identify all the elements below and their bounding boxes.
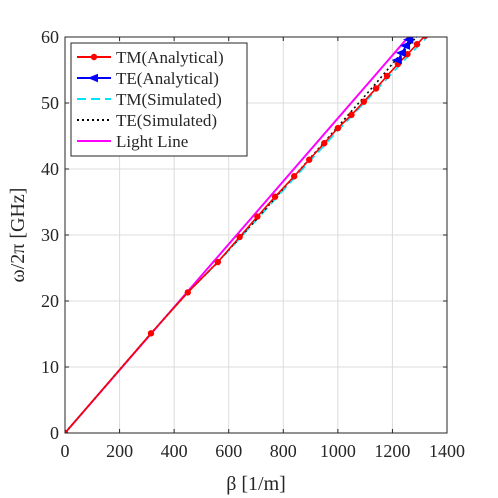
x-tick-label: 1000 [320,441,356,461]
legend-entry: TE(Simulated) [77,111,217,130]
data-point [254,213,261,220]
data-marker-arrow [399,41,411,50]
data-marker-arrow [414,37,417,38]
x-tick-label: 1400 [429,441,465,461]
legend-label: TM(Analytical) [116,48,224,67]
x-axis-label: β [1/m] [226,473,286,495]
data-point [306,156,313,163]
data-marker-arrow [87,73,98,83]
y-tick-label: 60 [41,27,59,47]
x-tick-label: 800 [270,441,297,461]
ticks [64,36,448,434]
legend-label: TE(Analytical) [116,69,219,88]
data-point [348,111,355,119]
y-tick-label: 0 [50,423,59,443]
data-point [372,85,380,92]
data-point [236,233,243,241]
data-marker-arrow [395,48,406,58]
y-tick-label: 30 [41,225,59,245]
data-point [147,330,155,337]
series-layer [65,24,436,433]
legend-label: TM(Simulated) [116,90,222,109]
x-tick-label: 200 [106,441,133,461]
data-marker-arrow [391,55,402,65]
data-point [360,98,367,105]
data-point [65,429,69,433]
legend-entry: Light Line [77,132,188,151]
y-tick-label: 20 [41,291,59,311]
y-tick-label: 40 [41,159,59,179]
legend: TM(Analytical) TE(Analytical) TM(Simulated… [70,42,248,157]
data-point [334,124,342,132]
x-tick-label: 1200 [374,441,410,461]
legend-entry: TM(Analytical) [77,48,224,67]
data-point [321,140,328,147]
legend-entry: TM(Simulated) [77,90,222,109]
tick-labels: 0 200 400 600 800 1000 1200 1400 0 10 20 30 40 50 60 [41,27,465,461]
legend-label: Light Line [116,132,188,151]
data-point [271,193,279,200]
data-point [214,258,221,266]
x-tick-label: 400 [161,441,188,461]
series-te-analytical- [391,37,417,65]
data-point [383,72,391,80]
data-point [184,289,191,296]
legend-label: TE(Simulated) [116,111,217,130]
y-axis-label: ω/2π [GHz] [7,188,29,283]
x-tick-label: 0 [61,441,70,461]
data-point [413,41,421,48]
x-tick-label: 600 [215,441,242,461]
data-point [430,24,436,30]
legend-entry: TE(Analytical) [77,69,219,88]
data-point [291,173,298,180]
legend-box [70,42,248,157]
legend-marker [90,53,98,61]
data-marker-arrow [403,37,414,44]
y-tick-label: 10 [41,357,59,377]
data-point [422,37,429,39]
y-tick-label: 50 [41,93,59,113]
